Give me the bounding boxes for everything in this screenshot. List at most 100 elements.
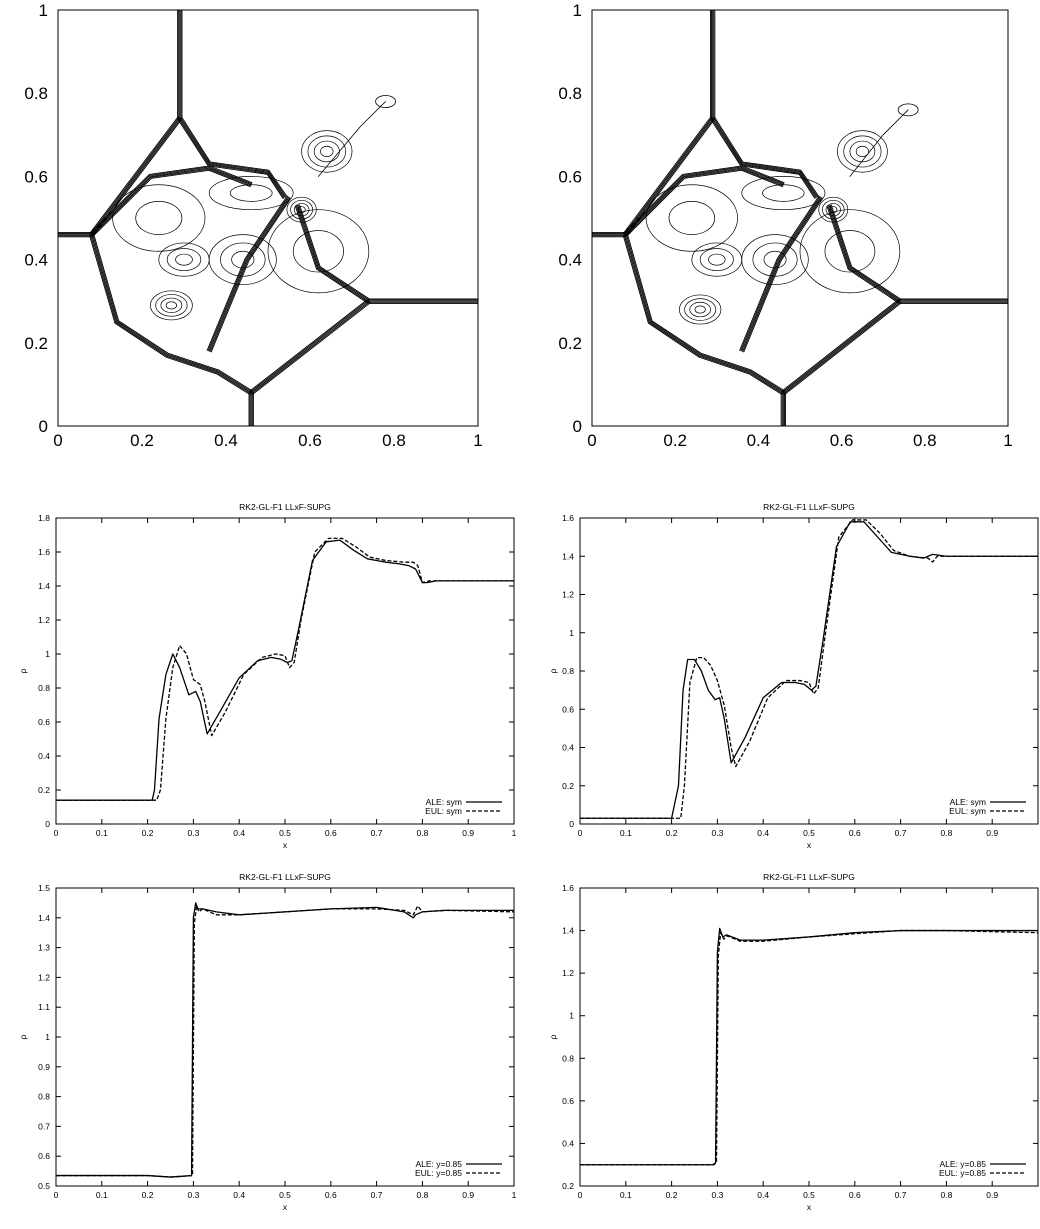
x-tick-label: 0.1 bbox=[620, 1190, 632, 1200]
x-tick-label: 0.6 bbox=[830, 431, 854, 450]
y-tick-label: 0.8 bbox=[38, 1092, 50, 1102]
x-tick-label: 1 bbox=[512, 828, 517, 838]
x-tick-label: 0.7 bbox=[371, 1190, 383, 1200]
y-tick-label: 0.6 bbox=[558, 167, 582, 186]
series-line-eul bbox=[56, 905, 514, 1178]
shock-contour bbox=[90, 166, 253, 235]
shock-contour bbox=[250, 300, 370, 394]
shock-contour bbox=[90, 117, 180, 235]
y-tick-label: 0.5 bbox=[38, 1181, 50, 1191]
contour-plot-left: 0 0.2 0.4 0.6 0.8 1 0 0.2 0.4 0.6 0.8 1 bbox=[24, 1, 482, 450]
x-tick-label: 0 bbox=[54, 828, 59, 838]
series-line-ale bbox=[56, 539, 514, 801]
series-line-ale bbox=[580, 927, 1038, 1166]
x-tick-label: 1 bbox=[512, 1190, 517, 1200]
contour-jet bbox=[317, 101, 387, 177]
y-axis-label: ρ bbox=[18, 1034, 28, 1039]
series-line-ale bbox=[56, 902, 514, 1178]
x-axis-label: x bbox=[807, 1202, 812, 1212]
x-tick-label: 1 bbox=[1003, 431, 1012, 450]
shock-contour bbox=[210, 197, 292, 353]
contour-level bbox=[307, 135, 347, 168]
contour-level bbox=[691, 242, 743, 277]
y-tick-label: 0 bbox=[45, 819, 50, 829]
x-tick-label: 0.8 bbox=[416, 1190, 428, 1200]
plot-frame bbox=[591, 9, 1009, 427]
x-tick-label: 0.4 bbox=[757, 828, 769, 838]
shock-contour bbox=[209, 197, 291, 352]
contour-level bbox=[292, 230, 344, 273]
y-tick-label: 1.4 bbox=[38, 581, 50, 591]
contour-field bbox=[592, 10, 1008, 426]
shock-contour bbox=[181, 116, 288, 197]
shock-contour bbox=[252, 302, 371, 395]
y-tick-label: 1 bbox=[45, 649, 50, 659]
shock-contour bbox=[623, 117, 713, 235]
shock-contour bbox=[740, 196, 821, 352]
shock-contour bbox=[713, 117, 819, 198]
shock-contour bbox=[89, 234, 251, 396]
y-tick-label: 0.7 bbox=[38, 1121, 50, 1131]
x-tick-label: 0.8 bbox=[416, 828, 428, 838]
contour-level bbox=[837, 130, 888, 173]
shock-contour bbox=[739, 195, 820, 351]
shock-contour bbox=[624, 117, 714, 236]
contour-level bbox=[741, 176, 826, 211]
shock-contour bbox=[623, 116, 712, 234]
y-tick-label: 1.6 bbox=[38, 547, 50, 557]
legend-label: EUL: sym bbox=[425, 806, 462, 816]
contour-level bbox=[166, 248, 202, 272]
x-tick-label: 0.3 bbox=[187, 1190, 199, 1200]
contour-level bbox=[112, 184, 206, 252]
x-tick-label: 0.7 bbox=[895, 1190, 907, 1200]
contour-level bbox=[741, 234, 809, 285]
y-tick-label: 0.9 bbox=[38, 1062, 50, 1072]
shock-contour bbox=[710, 118, 816, 199]
y-tick-label: 0.2 bbox=[562, 781, 574, 791]
shock-contour bbox=[826, 205, 900, 304]
shock-contour bbox=[623, 165, 785, 234]
x-tick-label: 0.2 bbox=[142, 828, 154, 838]
chart-title: RK2-GL-F1 LLxF-SUPG bbox=[239, 502, 331, 512]
y-tick-label: 1.2 bbox=[38, 615, 50, 625]
y-tick-label: 1.2 bbox=[38, 972, 50, 982]
contour-level bbox=[220, 242, 266, 277]
shock-contour bbox=[712, 117, 818, 198]
contour-level bbox=[301, 130, 353, 173]
shock-contour bbox=[249, 299, 368, 392]
shock-contour bbox=[251, 301, 370, 395]
contour-jet-tip bbox=[375, 95, 397, 108]
contour-level bbox=[208, 234, 277, 285]
shock-contour bbox=[297, 204, 370, 301]
shock-contour bbox=[91, 168, 252, 236]
contour-level bbox=[158, 242, 210, 277]
y-tick-label: 0.4 bbox=[562, 1138, 574, 1148]
shock-contour bbox=[625, 233, 785, 393]
y-tick-label: 1.6 bbox=[562, 513, 574, 523]
contour-level bbox=[855, 145, 869, 157]
contour-level bbox=[799, 209, 901, 294]
y-tick-label: 0.2 bbox=[38, 785, 50, 795]
shock-contour bbox=[782, 300, 901, 394]
shock-contour bbox=[180, 117, 287, 198]
contour-level bbox=[320, 145, 334, 157]
x-tick-label: 0 bbox=[53, 431, 62, 450]
y-tick-label: 1 bbox=[45, 1032, 50, 1042]
x-tick-label: 0.7 bbox=[371, 828, 383, 838]
contour-field bbox=[58, 10, 478, 426]
series-line-eul bbox=[56, 537, 514, 801]
shock-contour bbox=[178, 118, 285, 199]
x-tick-label: 0.9 bbox=[462, 828, 474, 838]
x-tick-label: 0 bbox=[578, 828, 583, 838]
y-tick-label: 0.6 bbox=[562, 704, 574, 714]
y-tick-label: 0.8 bbox=[24, 84, 48, 103]
y-axis-label: ρ bbox=[18, 668, 28, 673]
x-tick-label: 0.4 bbox=[233, 1190, 245, 1200]
y-tick-label: 0.2 bbox=[24, 334, 48, 353]
contour-level bbox=[689, 301, 711, 318]
shock-contour bbox=[92, 169, 251, 237]
shock-contour bbox=[626, 233, 785, 392]
y-tick-label: 1 bbox=[39, 1, 48, 20]
shock-contour bbox=[90, 234, 252, 395]
y-tick-label: 1.4 bbox=[38, 913, 50, 923]
